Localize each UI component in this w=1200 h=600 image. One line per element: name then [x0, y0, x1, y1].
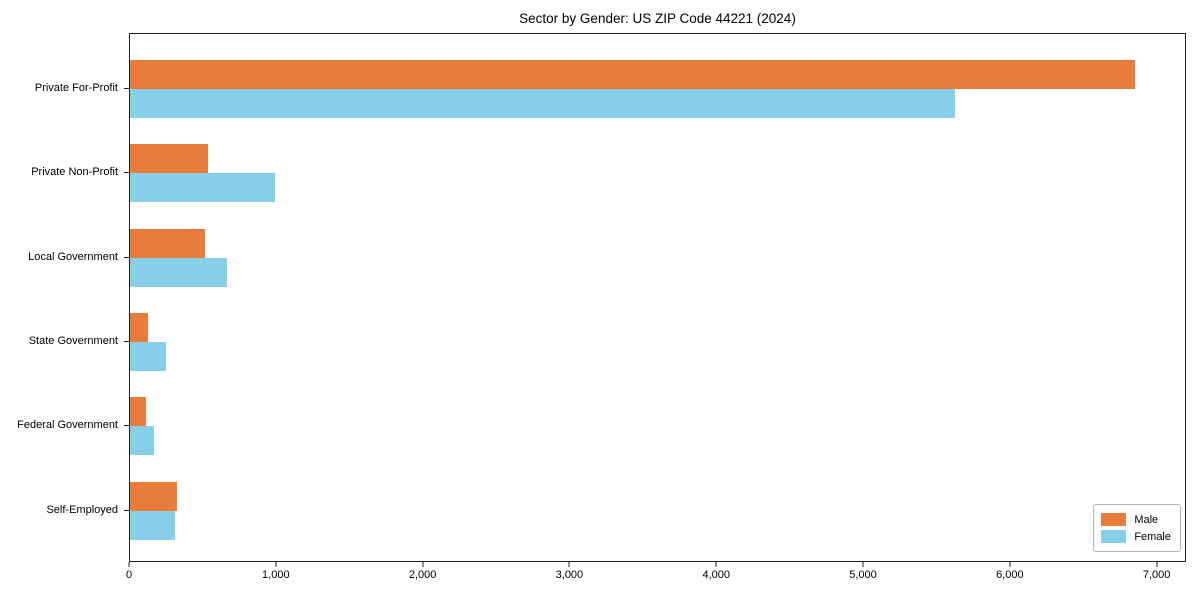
y-tick-mark-private-for-profit — [124, 88, 129, 89]
x-tick-label-5000: 5,000 — [849, 569, 877, 581]
x-tick-mark-7000 — [1156, 562, 1158, 567]
x-tick-mark-4000 — [715, 562, 717, 567]
y-tick-mark-private-non-profit — [124, 172, 129, 174]
legend-entry-female: Female — [1101, 528, 1171, 545]
y-tick-mark-self-employed — [124, 509, 129, 511]
x-tick-label-3000: 3,000 — [555, 569, 584, 581]
y-tick-label-local-government: Local Government — [28, 250, 118, 263]
legend-swatch-female — [1101, 530, 1127, 543]
y-tick-label-self-employed: Self-Employed — [46, 503, 118, 516]
x-tick-label-1000: 1,000 — [262, 569, 290, 581]
x-tick-label-2000: 2,000 — [408, 569, 437, 581]
x-tick-label-4000: 4,000 — [702, 569, 730, 581]
x-tick-mark-5000 — [862, 562, 864, 567]
y-tick-mark-state-government — [124, 340, 129, 342]
x-tick-mark-0 — [128, 562, 130, 567]
chart-title: Sector by Gender: US ZIP Code 44221 (202… — [519, 11, 796, 26]
legend-label-female: Female — [1134, 530, 1171, 543]
legend-swatch-male — [1101, 513, 1127, 526]
y-tick-label-private-for-profit: Private For-Profit — [34, 82, 118, 94]
x-tick-mark-3000 — [568, 562, 570, 567]
x-tick-mark-2000 — [422, 562, 424, 567]
legend: Male Female — [1093, 504, 1181, 552]
x-axis: 0 1,000 2,000 3,000 4,000 5,000 6,000 7,000 — [125, 562, 1186, 592]
legend-label-male: Male — [1134, 513, 1159, 526]
plot-area: Male Female — [129, 33, 1186, 562]
bar-male-federal-government — [130, 397, 147, 427]
y-axis: Private For-Profit Private Non-Profit Loca… — [0, 33, 129, 562]
y-tick-label-private-non-profit: Private Non-Profit — [31, 166, 118, 179]
bar-female-self-employed — [130, 510, 176, 540]
bar-male-state-government — [130, 312, 149, 342]
bar-male-local-government — [130, 228, 206, 258]
x-tick-mark-1000 — [275, 562, 277, 567]
bar-male-private-for-profit — [130, 60, 1136, 89]
x-tick-label-0: 0 — [125, 569, 133, 581]
y-tick-mark-local-government — [124, 256, 129, 258]
bar-male-private-non-profit — [130, 144, 208, 174]
x-tick-label-6000: 6,000 — [996, 569, 1024, 581]
y-tick-mark-federal-government — [124, 425, 129, 427]
y-tick-label-federal-government: Federal Government — [17, 419, 118, 432]
bar-female-private-non-profit — [130, 173, 276, 203]
bar-female-local-government — [130, 257, 227, 287]
bar-female-private-for-profit — [130, 89, 955, 118]
y-tick-label-state-government: State Government — [28, 334, 118, 347]
bar-female-state-government — [130, 341, 166, 371]
x-tick-label-7000: 7,000 — [1142, 569, 1171, 581]
legend-entry-male: Male — [1101, 511, 1171, 528]
bar-female-federal-government — [130, 426, 155, 456]
x-tick-mark-6000 — [1009, 562, 1011, 567]
bar-male-self-employed — [130, 481, 177, 511]
